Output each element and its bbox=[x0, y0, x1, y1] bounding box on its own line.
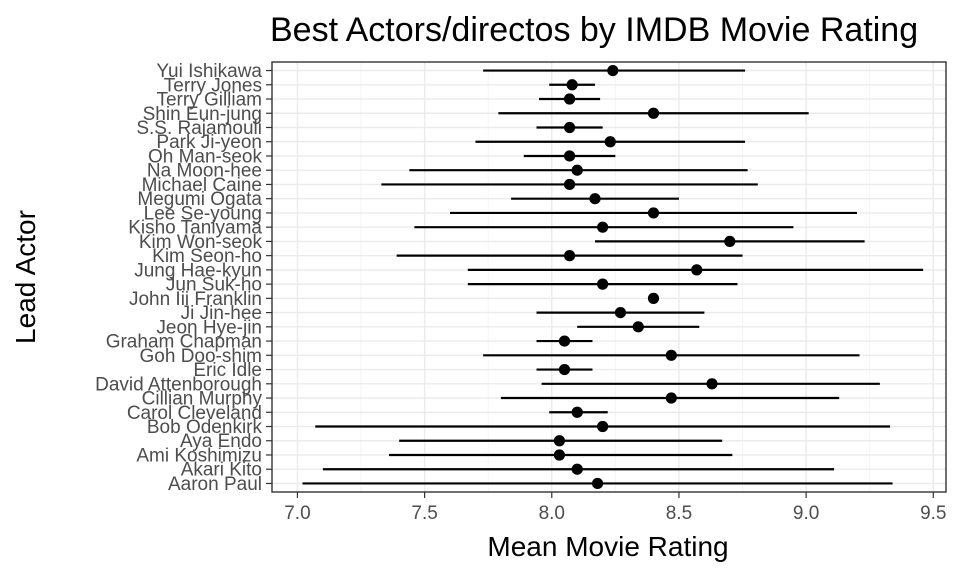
x-axis-title: Mean Movie Rating bbox=[487, 531, 728, 562]
y-tick-label: Terry Gilliam bbox=[156, 90, 262, 111]
y-tick-label: Michael Caine bbox=[142, 175, 262, 196]
y-axis-title: Lead Actor bbox=[10, 210, 41, 344]
mean-point bbox=[597, 420, 609, 433]
mean-point bbox=[604, 136, 616, 148]
x-tick-label: 9.5 bbox=[920, 503, 946, 524]
y-tick-label: Aaron Paul bbox=[168, 474, 262, 495]
x-tick-label: 9.0 bbox=[793, 503, 819, 524]
mean-point bbox=[589, 193, 601, 205]
y-tick-label: David Attenborough bbox=[95, 374, 262, 395]
x-tick-label: 8.0 bbox=[539, 503, 565, 524]
mean-point bbox=[647, 107, 660, 119]
y-tick-label: Jeon Hye-jin bbox=[156, 317, 262, 338]
mean-point bbox=[665, 349, 677, 361]
mean-point bbox=[607, 64, 619, 77]
mean-point bbox=[558, 335, 571, 347]
y-tick-label: Megumi Ogata bbox=[137, 189, 262, 210]
mean-point bbox=[553, 435, 566, 447]
mean-point bbox=[647, 292, 660, 304]
mean-point bbox=[563, 250, 576, 262]
y-tick-label: Kisho Taniyama bbox=[128, 218, 262, 239]
y-tick-label: Ji Jin-hee bbox=[181, 303, 262, 324]
data-points bbox=[553, 64, 736, 490]
y-tick-label: Park Ji-yeon bbox=[156, 132, 262, 153]
mean-point bbox=[566, 79, 578, 91]
y-tick-label: John Iii Franklin bbox=[129, 289, 262, 310]
y-tick-label: Lee Se-young bbox=[144, 203, 262, 224]
y-tick-label: Na Moon-hee bbox=[147, 161, 262, 182]
y-tick-label: Cillian Murphy bbox=[142, 389, 263, 410]
mean-point bbox=[614, 306, 627, 319]
mean-point bbox=[553, 449, 566, 461]
mean-point bbox=[563, 150, 576, 162]
mean-point bbox=[706, 378, 718, 390]
x-tick-label: 8.5 bbox=[666, 503, 692, 524]
y-tick-label: Kim Seon-ho bbox=[152, 246, 262, 267]
y-tick-label: Oh Man-seok bbox=[148, 146, 263, 167]
chart-title: Best Actors/directos by IMDB Movie Ratin… bbox=[270, 11, 918, 49]
mean-point bbox=[597, 221, 609, 233]
y-tick-label: Terry Jones bbox=[164, 75, 262, 96]
x-tick-label: 7.0 bbox=[284, 503, 310, 524]
y-tick-label: Yui Ishikawa bbox=[156, 61, 262, 82]
y-tick-label: Jung Hae-kyun bbox=[134, 260, 262, 281]
mean-point bbox=[571, 164, 583, 176]
y-tick-label: Eric Idle bbox=[193, 360, 262, 381]
mean-point bbox=[724, 235, 736, 248]
y-tick-label: Graham Chapman bbox=[106, 332, 262, 353]
y-tick-label: Carol Cleveland bbox=[127, 403, 262, 424]
y-tick-label: Aya Endo bbox=[180, 431, 262, 452]
y-tick-label: Goh Doo-shim bbox=[140, 346, 263, 367]
panel-border bbox=[271, 61, 947, 493]
mean-point bbox=[563, 121, 576, 134]
y-tick-label: Ami Koshimizu bbox=[136, 445, 262, 466]
y-tick-label: S.S. Rajamouli bbox=[136, 118, 262, 139]
x-axis: 7.0 7.5 8.0 8.5 9.0 9.5 bbox=[284, 492, 946, 524]
mean-point bbox=[665, 392, 677, 404]
mean-point bbox=[647, 207, 660, 219]
mean-point bbox=[563, 178, 576, 191]
mean-point bbox=[571, 463, 583, 475]
mean-point bbox=[632, 321, 644, 333]
mean-point bbox=[691, 264, 703, 276]
y-tick-label: Shin Eun-jung bbox=[143, 104, 262, 125]
mean-point bbox=[571, 406, 583, 418]
y-tick-label: Jun Suk-ho bbox=[166, 275, 262, 296]
y-tick-label: Akari Kito bbox=[181, 460, 262, 481]
mean-point bbox=[563, 93, 576, 105]
y-tick-label: Kim Won-seok bbox=[139, 232, 263, 253]
error-bars bbox=[302, 69, 924, 485]
y-tick-label: Bob Odenkirk bbox=[147, 417, 263, 438]
mean-point bbox=[558, 363, 571, 376]
x-tick-label: 7.5 bbox=[411, 503, 437, 524]
mean-point bbox=[591, 477, 604, 490]
mean-point bbox=[597, 278, 609, 290]
